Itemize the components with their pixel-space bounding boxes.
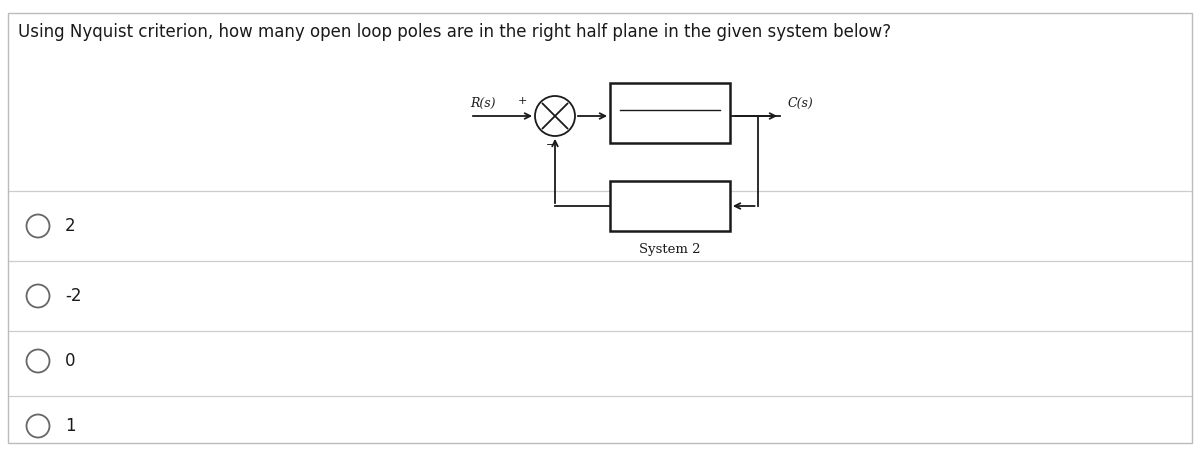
Text: 50: 50 xyxy=(661,92,679,106)
Text: s²(s + 1): s²(s + 1) xyxy=(644,117,696,130)
Text: 0: 0 xyxy=(65,352,76,370)
Text: System 2: System 2 xyxy=(640,243,701,256)
Text: (s + 4): (s + 4) xyxy=(646,199,695,213)
Text: 1: 1 xyxy=(65,417,76,435)
Text: R(s): R(s) xyxy=(470,97,496,110)
Text: C(s): C(s) xyxy=(788,97,814,110)
FancyBboxPatch shape xyxy=(610,83,730,143)
Text: Using Nyquist criterion, how many open loop poles are in the right half plane in: Using Nyquist criterion, how many open l… xyxy=(18,23,892,41)
Text: +: + xyxy=(517,96,527,106)
Text: −: − xyxy=(546,140,556,150)
FancyBboxPatch shape xyxy=(610,181,730,231)
Text: -2: -2 xyxy=(65,287,82,305)
Text: 2: 2 xyxy=(65,217,76,235)
